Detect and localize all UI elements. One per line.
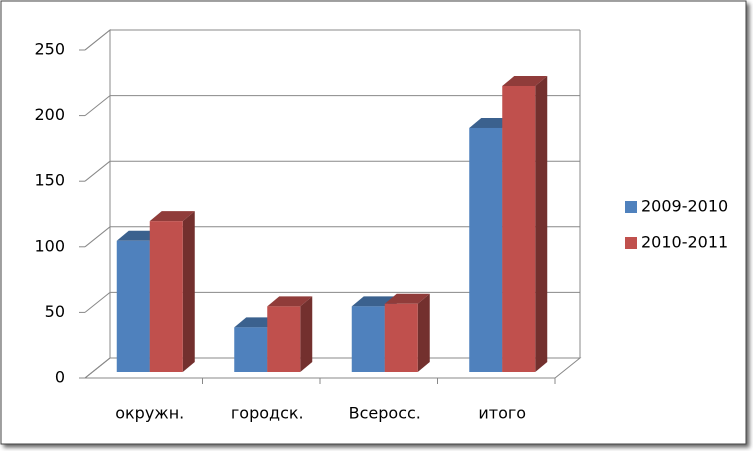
y-tick-label: 250 <box>34 40 65 59</box>
y-tick-label: 150 <box>34 171 65 190</box>
bar-top <box>384 293 430 304</box>
bar-side <box>300 296 313 372</box>
bar-side <box>535 75 548 372</box>
bar <box>234 327 268 372</box>
legend-swatch <box>625 201 637 213</box>
y-tick-label: 200 <box>34 105 65 124</box>
x-tick-label: итого <box>478 404 526 423</box>
plot: 0 50 100 150 200 250 окружн. городск. Всеросс. ит… <box>34 28 582 423</box>
grid-line <box>84 29 111 51</box>
legend: 2009-2010 2010-2011 <box>625 197 728 252</box>
bar-side <box>182 211 195 372</box>
x-tick-label: Всеросс. <box>349 404 421 423</box>
x-tick-label: окружн. <box>115 404 184 423</box>
legend-swatch <box>625 237 637 249</box>
grid-line <box>84 357 111 379</box>
bar <box>469 127 503 372</box>
legend-label: 2009-2010 <box>641 197 728 216</box>
y-tick-label: 0 <box>55 368 65 387</box>
bar <box>502 85 536 372</box>
bar <box>149 221 183 372</box>
bar <box>351 306 385 372</box>
bar-top <box>267 296 313 307</box>
grid-line <box>84 95 111 116</box>
grid-line <box>84 226 111 248</box>
bar <box>384 303 418 372</box>
y-tick-label: 50 <box>45 302 65 321</box>
x-tick-label: городск. <box>231 404 304 423</box>
legend-label: 2010-2011 <box>641 233 728 252</box>
bar <box>267 306 301 372</box>
grid-line <box>84 292 111 313</box>
bar-side <box>417 293 430 372</box>
bar <box>116 240 150 372</box>
grid-line <box>84 160 111 182</box>
bar-top <box>149 211 195 222</box>
bar-top <box>502 75 548 86</box>
y-tick-label: 100 <box>34 236 65 255</box>
